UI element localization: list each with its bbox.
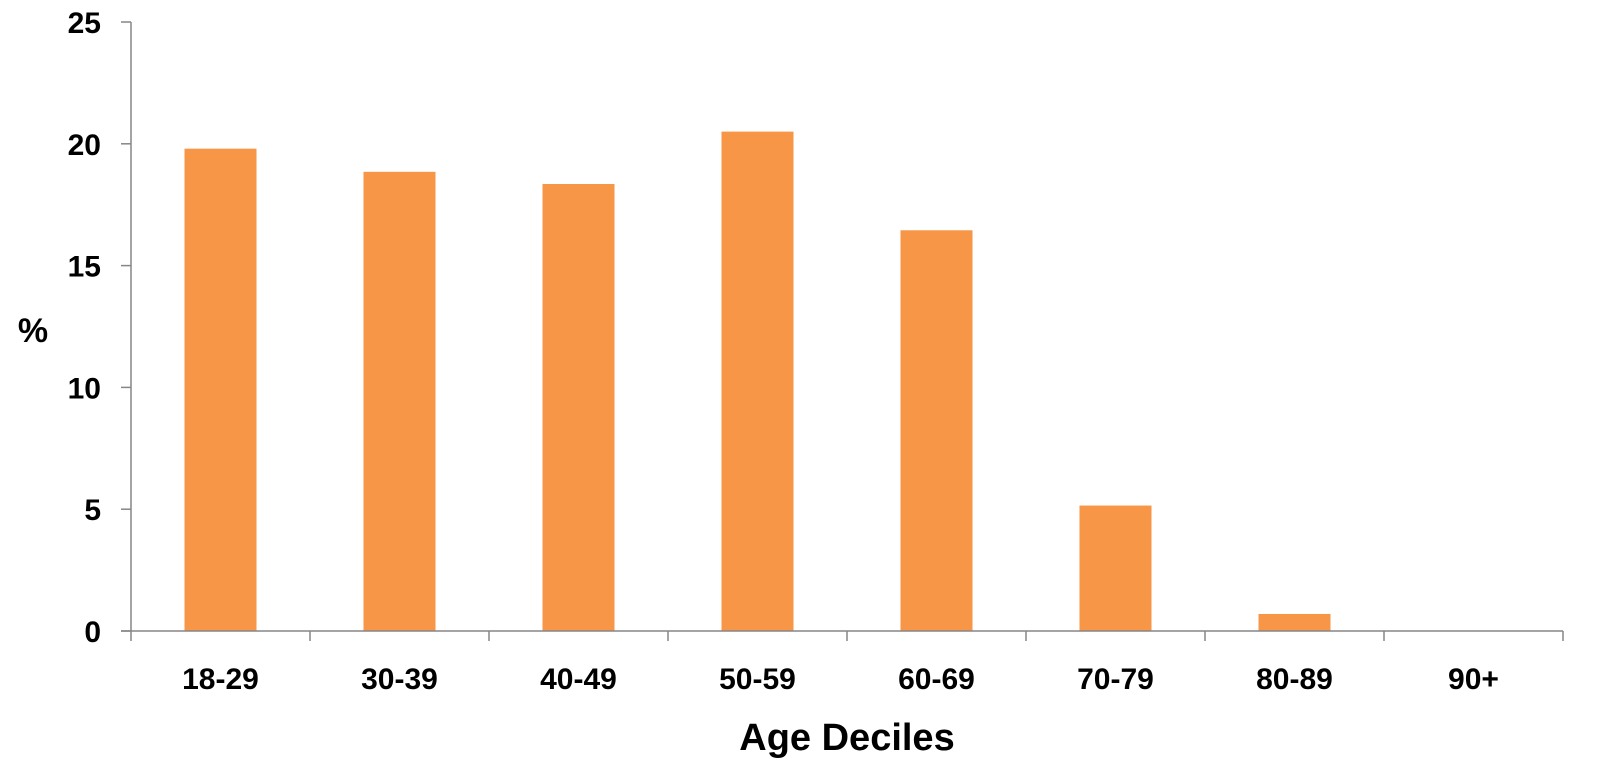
x-axis-title: Age Deciles [739,717,954,759]
y-tick-label: 0 [84,616,101,649]
bar-40-49 [542,183,615,631]
y-tick-label: 25 [68,7,101,40]
x-tick-label: 40-49 [540,663,617,696]
x-tick-label: 30-39 [361,663,438,696]
y-ticks-group: 0 5 10 15 20 25 [68,7,131,649]
bar-80-89 [1258,613,1331,631]
x-tick-label: 70-79 [1077,663,1154,696]
bar-60-69 [900,230,973,631]
bar-70-79 [1079,505,1152,631]
bar-30-39 [363,171,436,631]
y-axis-title: % [18,312,48,350]
x-tick-label: 18-29 [182,663,259,696]
axes-group [121,22,1563,632]
y-tick-label: 5 [84,494,101,527]
bar-18-29 [184,148,257,631]
x-tick-label: 90+ [1448,663,1499,696]
x-tick-label: 80-89 [1256,663,1333,696]
x-ticks-group: 18-29 30-39 40-49 50-59 60-69 70-79 80-89 90+ [130,631,1564,696]
y-tick-label: 10 [68,372,101,405]
x-tick-label: 60-69 [898,663,975,696]
x-tick-label: 50-59 [719,663,796,696]
bar-50-59 [721,131,794,631]
y-tick-label: 15 [68,251,101,284]
bars-group [184,131,1331,631]
y-tick-label: 20 [68,129,101,162]
